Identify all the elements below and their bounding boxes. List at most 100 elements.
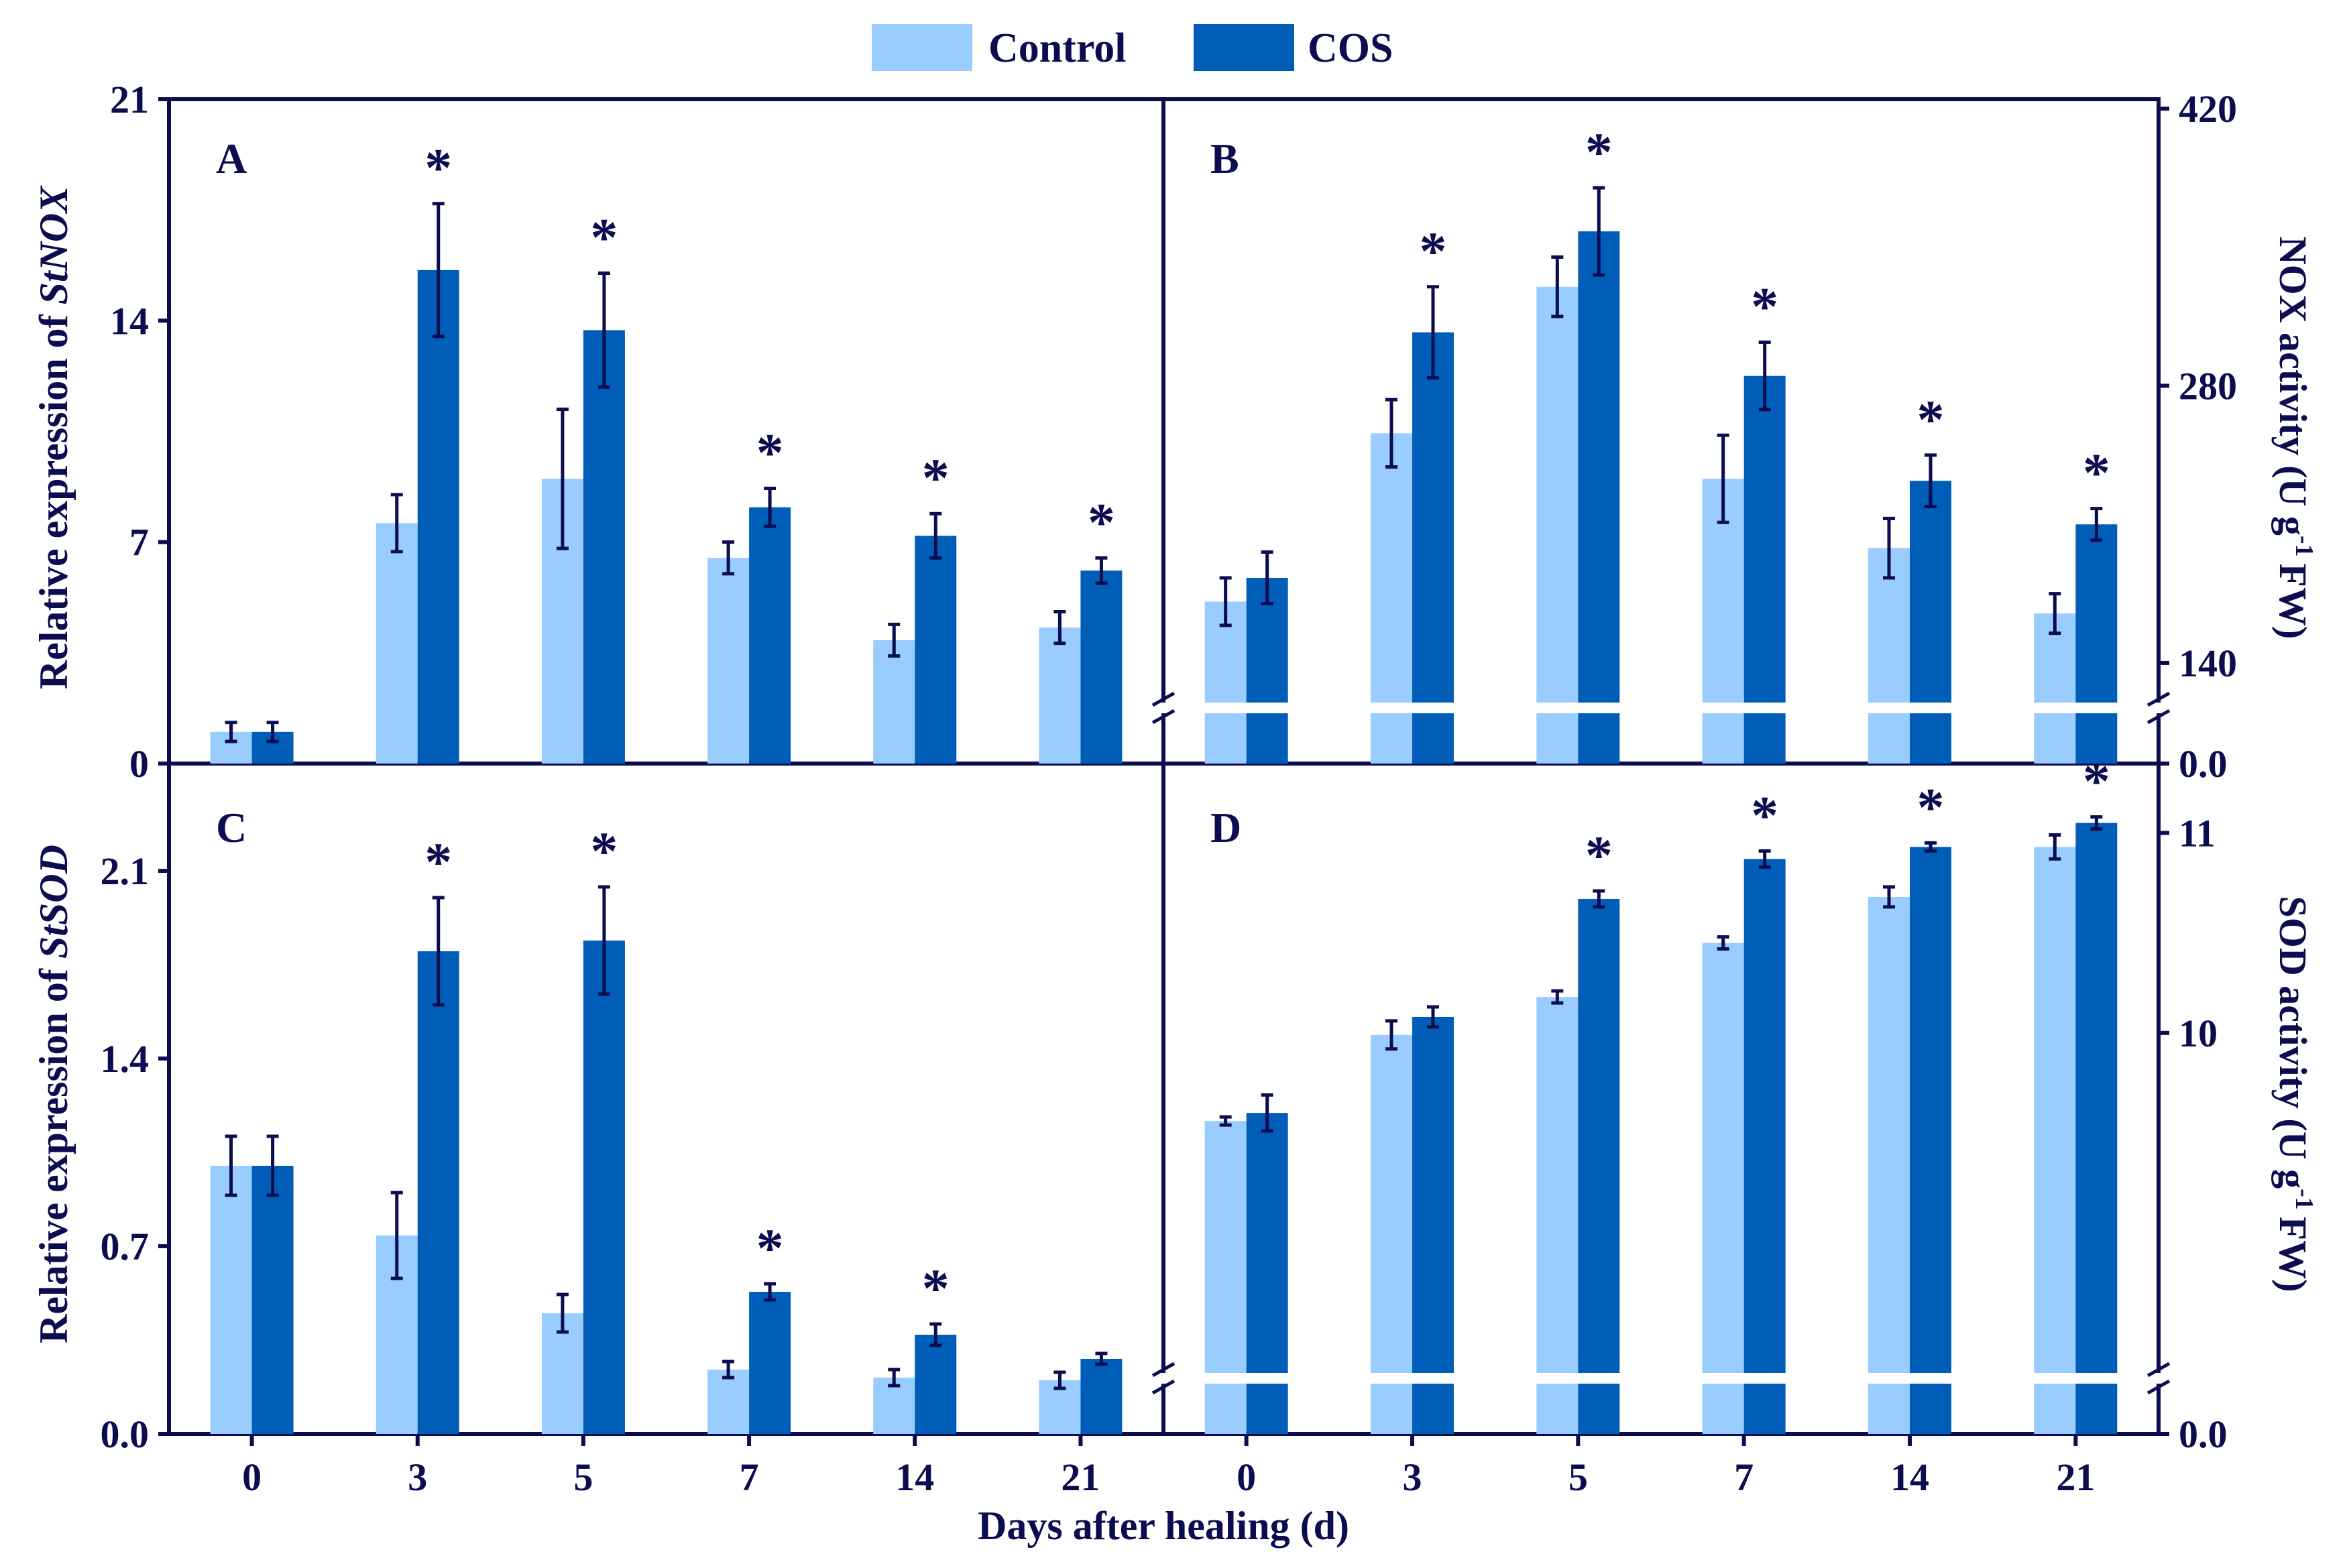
error-bar-a-cos-day5 bbox=[597, 272, 610, 389]
error-bar-c-control-day21 bbox=[1053, 1370, 1066, 1390]
bar-b-control-day14 bbox=[1868, 548, 1910, 764]
significance-mark-d-day21: * bbox=[2083, 751, 2110, 812]
error-bar-b-cos-day14 bbox=[1925, 453, 1937, 509]
significance-mark-c-day14: * bbox=[922, 1258, 950, 1319]
bar-c-cos-day7 bbox=[749, 1292, 791, 1434]
bar-d-cos-day5 bbox=[1578, 898, 1620, 1434]
panel-b: * * * * * 0.0 140 280 420 bbox=[1151, 87, 2237, 786]
bar-b-control-day5 bbox=[1536, 286, 1579, 764]
error-bar-d-cos-day5 bbox=[1593, 889, 1605, 909]
error-bar-a-control-day5 bbox=[556, 407, 569, 550]
error-bar-a-cos-day3 bbox=[432, 202, 445, 339]
x-tick-label-c-5: 5 bbox=[573, 1455, 593, 1499]
axis-break-slash-b-1-lower bbox=[2146, 709, 2171, 725]
bar-a-cos-day14 bbox=[915, 536, 957, 764]
axis-break-gap-b-0 bbox=[1153, 703, 1174, 713]
ylabel-panel-c: Relative expression of StSOD bbox=[32, 845, 76, 1343]
bar-b-control-day3 bbox=[1371, 433, 1412, 764]
y-tick-label-d-10: 10 bbox=[2179, 1012, 2218, 1055]
bar-a-control-day21 bbox=[1039, 627, 1081, 764]
y-tick-label-a-7: 7 bbox=[129, 521, 149, 564]
x-tick-label-c-3: 3 bbox=[408, 1455, 427, 1499]
bar-a-cos-day21 bbox=[1080, 570, 1123, 764]
error-bar-a-control-day21 bbox=[1053, 609, 1066, 646]
significance-mark-a-day3: * bbox=[424, 137, 452, 198]
bar-d-control-day21 bbox=[2034, 847, 2076, 1434]
bar-b-control-day0 bbox=[1204, 601, 1247, 764]
significance-mark-c-day7: * bbox=[756, 1217, 784, 1278]
significance-mark-a-day7: * bbox=[756, 422, 784, 483]
error-bar-a-control-day7 bbox=[722, 540, 735, 576]
bar-b-cos-day21 bbox=[2075, 524, 2118, 764]
error-bar-b-control-day14 bbox=[1883, 516, 1895, 580]
bar-b-cos-day5 bbox=[1578, 231, 1620, 764]
y-tick-label-a-0: 0 bbox=[129, 742, 149, 786]
x-tick-label-d-14: 14 bbox=[1890, 1455, 1929, 1499]
y-tick-label-c-0.0: 0.0 bbox=[101, 1412, 150, 1456]
x-tick-label-c-0: 0 bbox=[242, 1455, 262, 1499]
error-bar-b-control-day5 bbox=[1551, 255, 1564, 318]
bar-c-control-day0 bbox=[210, 1166, 252, 1434]
y-tick-label-b-420: 420 bbox=[2179, 87, 2237, 131]
significance-mark-c-day5: * bbox=[590, 821, 618, 882]
panel-letter-d: D bbox=[1210, 804, 1241, 851]
significance-mark-d-day14: * bbox=[1917, 776, 1945, 837]
axis-break-slash-b-0-upper bbox=[1151, 691, 1176, 707]
x-tick-label-d-21: 21 bbox=[2056, 1455, 2095, 1499]
axis-break-gap-d-0 bbox=[1153, 1373, 1174, 1384]
error-bar-c-cos-day7 bbox=[764, 1282, 777, 1302]
error-bar-c-control-day5 bbox=[556, 1292, 569, 1334]
error-bar-a-control-day3 bbox=[390, 493, 403, 554]
legend-swatch-cos bbox=[1194, 24, 1294, 71]
bar-a-cos-day3 bbox=[417, 269, 459, 764]
bar-a-cos-day7 bbox=[749, 507, 791, 764]
panel-c: 0 * 3 * 5 * 7 * 14 21 0.0 0.7 1.4 2.1 bbox=[101, 821, 1123, 1499]
significance-mark-d-day5: * bbox=[1585, 825, 1613, 886]
axis-break-slash-b-1-upper bbox=[2146, 691, 2171, 707]
axis-break-slash-d-1-lower bbox=[2146, 1379, 2171, 1395]
error-bar-b-cos-day21 bbox=[2090, 507, 2103, 542]
legend-label-control: Control bbox=[988, 25, 1127, 71]
axis-break-band-b bbox=[1166, 703, 2156, 713]
error-bar-c-cos-day14 bbox=[929, 1322, 942, 1347]
bar-c-cos-day21 bbox=[1080, 1359, 1123, 1434]
error-bar-b-control-day0 bbox=[1219, 576, 1232, 627]
axis-break-slash-d-0-upper bbox=[1151, 1362, 1176, 1378]
error-bar-c-control-day14 bbox=[888, 1368, 901, 1388]
error-bar-b-cos-day7 bbox=[1758, 340, 1771, 412]
bar-c-cos-day14 bbox=[915, 1335, 957, 1434]
error-bar-b-cos-day0 bbox=[1261, 550, 1273, 605]
error-bar-d-cos-day14 bbox=[1925, 841, 1937, 853]
bar-d-control-day3 bbox=[1371, 1034, 1412, 1434]
plot-frame bbox=[167, 97, 2161, 1436]
axis-break-slash-b-0-lower bbox=[1151, 709, 1176, 725]
y-tick-label-c-2.1: 2.1 bbox=[101, 849, 150, 893]
axis-break-band-d bbox=[1166, 1373, 2156, 1384]
error-bar-a-control-day0 bbox=[225, 721, 237, 743]
bar-d-cos-day7 bbox=[1743, 859, 1786, 1434]
significance-mark-c-day3: * bbox=[424, 831, 452, 892]
bar-a-control-day7 bbox=[707, 558, 750, 764]
panel-d: 0 3 * 5 * 7 * 14 * 21 0.0 10 11 bbox=[1151, 751, 2228, 1499]
bar-d-control-day0 bbox=[1204, 1121, 1247, 1434]
error-bar-d-control-day7 bbox=[1717, 935, 1729, 951]
bar-a-control-day3 bbox=[376, 523, 418, 764]
y-tick-label-b-140: 140 bbox=[2179, 642, 2237, 685]
y-tick-label-b-280: 280 bbox=[2179, 364, 2237, 408]
significance-mark-b-day21: * bbox=[2083, 442, 2110, 503]
bar-b-cos-day14 bbox=[1910, 481, 1951, 764]
error-bar-c-cos-day21 bbox=[1095, 1351, 1108, 1366]
bar-d-control-day7 bbox=[1702, 943, 1744, 1434]
error-bar-a-cos-day7 bbox=[764, 486, 777, 528]
significance-mark-b-day3: * bbox=[1420, 221, 1447, 282]
panel-letter-c: C bbox=[216, 804, 247, 851]
bar-b-control-day7 bbox=[1702, 479, 1744, 764]
error-bar-a-cos-day0 bbox=[266, 721, 279, 743]
legend-label-cos: COS bbox=[1308, 25, 1393, 71]
significance-mark-d-day7: * bbox=[1751, 784, 1778, 845]
bar-c-cos-day5 bbox=[583, 941, 625, 1434]
error-bar-b-control-day3 bbox=[1385, 398, 1397, 469]
bar-d-cos-day3 bbox=[1412, 1016, 1454, 1434]
ylabel-panel-b: NOX activity (U g-1FW) bbox=[2271, 237, 2318, 640]
